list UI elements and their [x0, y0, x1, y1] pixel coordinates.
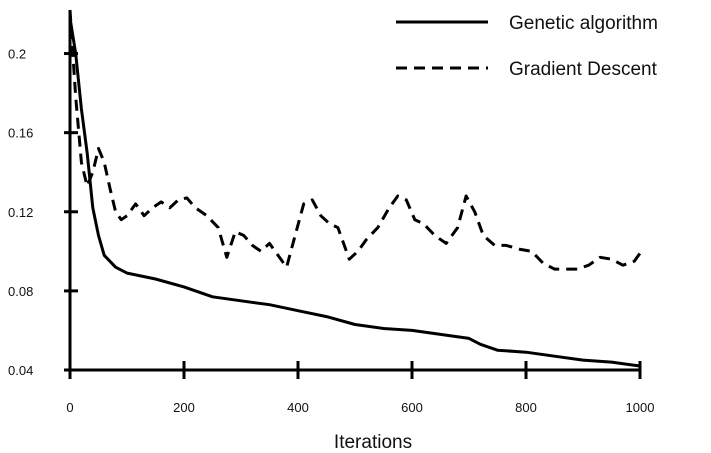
x-ticks: 0 200 400 600 800 1000 — [66, 361, 654, 415]
y-tick-label: 0.16 — [8, 126, 33, 141]
y-tick-label: 0.08 — [8, 284, 33, 299]
legend-label: Genetic algorithm — [509, 13, 658, 34]
y-ticks: 0.04 0.08 0.12 0.16 0.2 — [8, 47, 78, 378]
x-tick-label: 0 — [66, 400, 73, 415]
axes — [68, 10, 640, 372]
series-layer — [68, 9, 642, 368]
legend-label: Gradient Descent — [509, 59, 658, 80]
series-line-gradient-descent — [68, 9, 642, 271]
x-axis-title: Iterations — [334, 432, 412, 453]
y-tick-label: 0.12 — [8, 205, 33, 220]
y-tick-label: 0.2 — [8, 47, 26, 62]
x-tick-label: 800 — [515, 400, 537, 415]
series-line-genetic-algorithm — [68, 17, 641, 368]
y-tick-label: 0.04 — [8, 363, 33, 378]
x-tick-label: 1000 — [626, 400, 655, 415]
x-tick-label: 200 — [173, 400, 195, 415]
x-tick-label: 400 — [287, 400, 309, 415]
legend: Genetic algorithm Gradient Descent — [396, 13, 658, 80]
x-tick-label: 600 — [401, 400, 423, 415]
